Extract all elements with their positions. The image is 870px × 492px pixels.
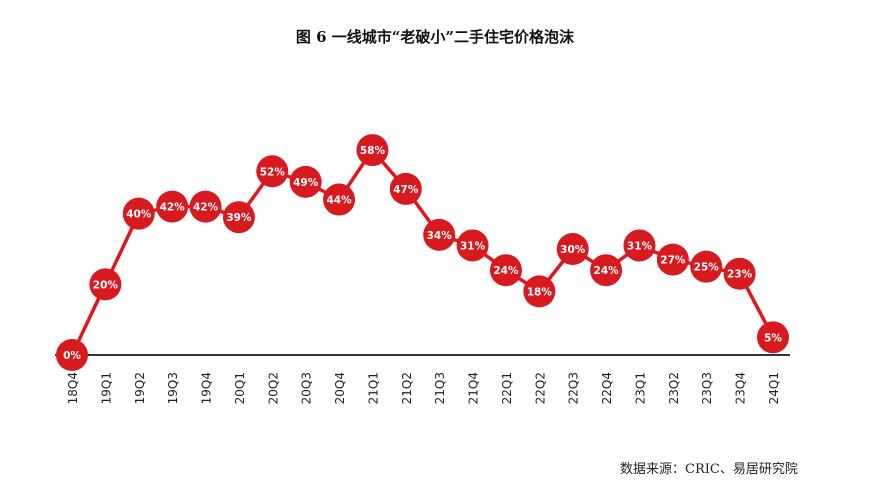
chart-title: 图 6 一线城市“老破小”二手住宅价格泡沫 (295, 28, 575, 46)
x-tick-label-22Q1: 22Q1 (500, 372, 514, 404)
x-tick-label-21Q3: 21Q3 (433, 372, 447, 404)
data-point-21Q3 (423, 218, 456, 251)
data-label-20Q2: 52% (260, 166, 286, 178)
x-tick-labels: 18Q4 19Q1 19Q2 19Q3 19Q4 20Q1 20Q2 20Q3 20Q4 21Q1… (66, 372, 781, 404)
data-point-23Q3 (690, 250, 723, 283)
data-point-18Q4 (56, 339, 88, 371)
data-point-22Q1 (489, 254, 522, 287)
data-point-20Q3 (289, 165, 322, 198)
x-tick-label-19Q4: 19Q4 (200, 372, 214, 404)
data-label-19Q3: 42% (160, 202, 186, 214)
data-point-21Q4 (456, 229, 489, 262)
data-label-21Q1: 58% (360, 145, 386, 157)
x-tick-label-21Q2: 21Q2 (400, 372, 414, 404)
data-point-20Q1 (222, 201, 255, 234)
x-tick-label-20Q3: 20Q3 (300, 372, 314, 404)
data-markers: 0% 20% 40% 42% 42% 39% 52% 49% 44% 58% 47% 34% 31% 24… (56, 134, 789, 371)
data-label-22Q3: 30% (560, 244, 586, 256)
data-point-22Q4 (590, 254, 623, 287)
x-tick-label-22Q2: 22Q2 (533, 372, 547, 404)
data-point-23Q1 (623, 229, 656, 262)
data-point-24Q1 (757, 321, 789, 354)
data-point-20Q4 (323, 183, 356, 216)
data-label-21Q3: 34% (427, 230, 453, 242)
data-point-22Q3 (556, 233, 589, 265)
data-label-23Q2: 27% (660, 255, 686, 267)
data-label-23Q3: 25% (694, 262, 720, 274)
x-tick-label-22Q4: 22Q4 (600, 372, 614, 404)
x-tick-label-24Q1: 24Q1 (767, 372, 781, 404)
data-label-19Q4: 42% (193, 202, 219, 214)
data-label-20Q1: 39% (226, 212, 252, 224)
data-label-22Q4: 24% (594, 265, 620, 277)
data-point-21Q1 (356, 134, 389, 167)
x-tick-label-20Q4: 20Q4 (333, 372, 347, 404)
data-label-19Q1: 20% (93, 279, 119, 291)
data-point-19Q4 (189, 190, 222, 223)
x-tick-label-20Q2: 20Q2 (266, 372, 280, 404)
data-point-22Q2 (523, 275, 556, 308)
data-label-18Q4: 0% (63, 350, 81, 362)
x-tick-label-23Q2: 23Q2 (667, 372, 681, 404)
data-label-24Q1: 5% (764, 332, 782, 344)
x-tick-label-18Q4: 18Q4 (66, 372, 80, 404)
data-label-23Q4: 23% (727, 269, 753, 281)
data-point-21Q2 (389, 172, 422, 205)
series-line (70, 148, 775, 356)
data-point-20Q2 (256, 155, 289, 188)
x-tick-label-21Q4: 21Q4 (467, 372, 481, 404)
x-tick-label-21Q1: 21Q1 (366, 372, 380, 404)
data-point-19Q1 (89, 268, 122, 301)
data-label-21Q2: 47% (393, 184, 419, 196)
x-tick-label-23Q1: 23Q1 (633, 372, 647, 404)
data-label-19Q2: 40% (126, 209, 152, 221)
data-point-19Q3 (156, 190, 189, 223)
data-label-21Q4: 31% (460, 240, 486, 252)
x-tick-label-19Q2: 19Q2 (133, 372, 147, 404)
data-label-22Q2: 18% (527, 286, 553, 298)
source-note: 数据来源：CRIC、易居研究院 (620, 462, 798, 477)
data-point-23Q4 (723, 257, 756, 290)
x-tick-label-19Q3: 19Q3 (166, 372, 180, 404)
x-tick-label-20Q1: 20Q1 (233, 372, 247, 404)
x-tick-label-23Q4: 23Q4 (734, 372, 748, 404)
data-label-23Q1: 31% (627, 240, 653, 252)
x-tick-label-22Q3: 22Q3 (567, 372, 581, 404)
x-tick-label-19Q1: 19Q1 (99, 372, 113, 404)
data-label-20Q3: 49% (293, 177, 319, 189)
data-point-23Q2 (656, 243, 689, 276)
x-tick-label-23Q3: 23Q3 (700, 372, 714, 404)
data-label-20Q4: 44% (326, 195, 352, 207)
data-point-19Q2 (122, 197, 155, 230)
data-label-22Q1: 24% (493, 265, 519, 277)
